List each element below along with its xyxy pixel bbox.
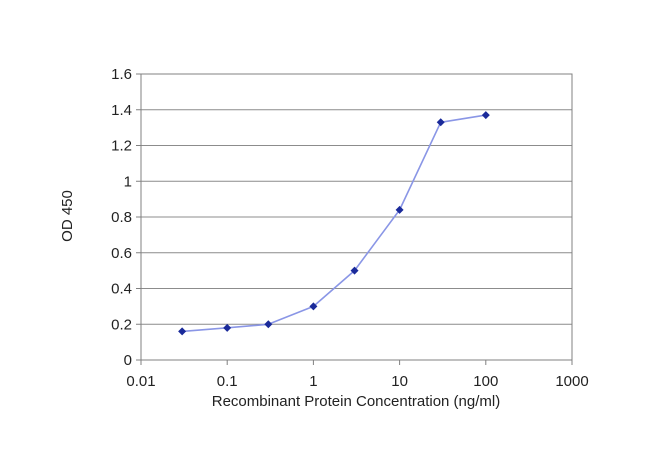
y-tick-label: 0.8 [111,209,132,226]
data-point [178,327,187,336]
x-tick-label: 100 [473,373,498,390]
data-point [395,205,404,214]
x-axis-tick-labels: 0.01 0.1 1 10 100 1000 [126,373,588,390]
data-point [436,118,445,127]
y-tick-label: 0.2 [111,316,132,333]
data-point [481,111,490,120]
x-axis-title: Recombinant Protein Concentration (ng/ml… [212,393,500,410]
x-tick-label: 10 [391,373,408,390]
y-axis-ticks [136,73,141,361]
y-tick-label: 0 [124,352,132,369]
x-tick-label: 0.01 [126,373,155,390]
grid [141,109,572,325]
y-tick-label: 0.6 [111,245,132,262]
y-axis-tick-labels: 0 0.2 0.4 0.6 0.8 1 1.2 1.4 1.6 [111,66,132,369]
y-tick-label: 1.4 [111,102,132,119]
data-point [264,320,273,329]
data-point [309,302,318,311]
series [178,111,490,336]
y-tick-label: 1.2 [111,138,132,155]
x-tick-label: 1 [309,373,317,390]
x-tick-label: 0.1 [217,373,238,390]
x-axis-ticks [140,360,573,365]
y-tick-label: 1 [124,173,132,190]
y-tick-label: 0.4 [111,281,132,298]
y-tick-label: 1.6 [111,66,132,83]
data-point [350,266,359,275]
y-axis-title: OD 450 [59,190,76,242]
x-tick-label: 1000 [555,373,588,390]
data-point [223,323,232,332]
series-line [182,114,486,333]
